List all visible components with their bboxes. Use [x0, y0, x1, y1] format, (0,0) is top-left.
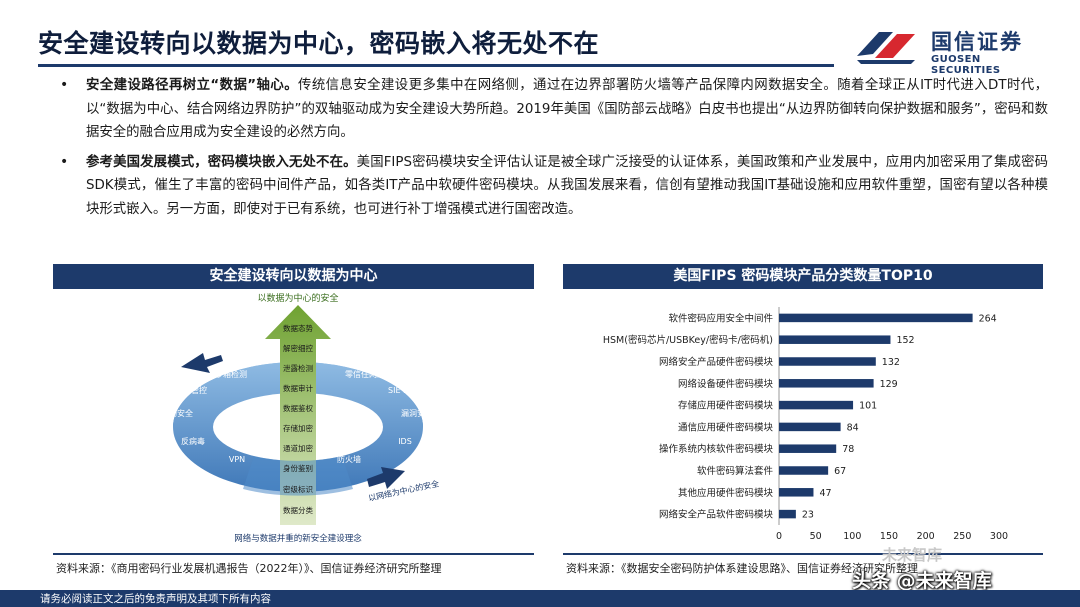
- chart-bar: [779, 379, 874, 388]
- left-source: 资料来源：《商用密码行业发展机遇报告（2022年）》、国信证券经济研究所整理: [56, 562, 442, 575]
- ring-item: IDS: [398, 437, 412, 446]
- chart-data-label: 67: [834, 466, 846, 477]
- chart-category-label: 网络设备硬件密码模块: [678, 378, 774, 390]
- right-source-rule: [563, 553, 1043, 555]
- chart-x-tick-label: 0: [776, 531, 782, 542]
- bullet-item: 安全建设路径再树立“数据”轴心。传统信息安全建设更多集中在网络侧，通过在边界部署…: [58, 74, 1048, 145]
- ring-arrow-left-icon: [181, 353, 223, 373]
- chart-data-label: 78: [842, 444, 854, 455]
- chart-data-label: 47: [819, 488, 831, 499]
- arrow-top-label: 以数据为中心的安全: [257, 292, 338, 304]
- fips-bar-chart: 软件密码应用安全中间件 264 HSM(密码芯片/USBKey/密码卡/密码机) 15…: [603, 307, 1008, 542]
- chart-category-label: 其他应用硬件密码模块: [678, 487, 774, 499]
- chart-x-tick-label: 250: [953, 531, 971, 542]
- arrow-item: 存储加密: [283, 423, 313, 433]
- chart-data-label: 23: [802, 510, 814, 521]
- left-source-rule: [53, 553, 534, 555]
- chart-category-label: 网络安全产品硬件密码模块: [659, 356, 774, 368]
- arrow-item: 数据态势: [283, 323, 313, 333]
- chart-data-label: 129: [880, 379, 898, 390]
- ring-item: 防火墙: [337, 454, 361, 464]
- chart-category-label: 网络安全产品软件密码模块: [659, 509, 774, 521]
- chart-data-label: 84: [847, 422, 859, 433]
- chart-bar: [779, 357, 876, 366]
- chart-bar: [779, 488, 814, 497]
- chart-data-label: 132: [882, 357, 900, 368]
- ring-item: 移动安全: [161, 408, 193, 418]
- arrow-item: 数据分类: [283, 505, 313, 515]
- ring-arrow-right-icon: [367, 467, 405, 489]
- arrow-item: 通道加密: [283, 443, 313, 453]
- diagram-caption: 网络与数据并重的新安全建设理念: [234, 533, 362, 544]
- right-panel-title: 美国FIPS 密码模块产品分类数量TOP10: [563, 264, 1043, 289]
- ring-item: VPN: [229, 455, 245, 464]
- chart-bar: [779, 466, 829, 475]
- chart-bar: [779, 335, 891, 344]
- chart-x-tick-label: 100: [843, 531, 861, 542]
- ring-item: 沙箱检测: [215, 369, 247, 379]
- guosen-logo-icon: [857, 32, 915, 64]
- ring-item: 漏洞安全: [401, 408, 433, 418]
- chart-bar: [779, 509, 796, 519]
- watermark-main: 头条 @未来智库: [852, 570, 992, 592]
- chart-bar: [779, 422, 841, 432]
- chart-bar: [779, 313, 973, 323]
- arrow-item: 数据审计: [283, 383, 313, 393]
- footer-disclaimer: 请务必阅读正文之后的免责声明及其项下所有内容: [40, 593, 271, 605]
- ring-item: 终端管控: [175, 385, 207, 395]
- ring-item: 零信任网络: [345, 369, 385, 379]
- arrow-item: 身份鉴别: [283, 463, 313, 473]
- chart-category-label: 软件密码算法套件: [697, 465, 774, 477]
- chart-data-label: 101: [859, 401, 877, 412]
- arrow-item: 泄露检测: [283, 363, 313, 373]
- chart-category-label: 操作系统内核软件密码模块: [659, 443, 774, 455]
- chart-x-tick-label: 150: [880, 531, 898, 542]
- bullet-lead: 安全建设路径再树立“数据”轴心。: [86, 78, 299, 93]
- chart-x-tick-label: 50: [810, 531, 822, 542]
- bullet-list: 安全建设路径再树立“数据”轴心。传统信息安全建设更多集中在网络侧，通过在边界部署…: [58, 74, 1048, 227]
- logo-text-cn: 国信证券: [931, 30, 1023, 54]
- company-logo: 国信证券 GUOSEN SECURITIES: [853, 24, 1053, 76]
- ring-front: [243, 456, 353, 496]
- chart-data-label: 264: [979, 313, 997, 324]
- left-panel-title: 安全建设转向以数据为中心: [53, 264, 534, 289]
- watermark-sub: 未来智库: [882, 546, 943, 564]
- bullet-text: 传统信息安全建设更多集中在网络侧，通过在边界部署防火墙等产品保障内网数据安全。随…: [86, 78, 1048, 140]
- ring-item: 反病毒: [181, 436, 205, 446]
- bullet-item: 参考美国发展模式，密码模块嵌入无处不在。美国FIPS密码模块安全评估认证是被全球…: [58, 151, 1048, 222]
- logo-text-en: GUOSEN SECURITIES: [931, 54, 1001, 76]
- chart-bar: [779, 400, 854, 410]
- chart-category-label: HSM(密码芯片/USBKey/密码卡/密码机): [603, 334, 773, 346]
- arrow-item: 密级标识: [283, 484, 313, 494]
- arrow-item: 解密细控: [283, 343, 313, 353]
- page-title: 安全建设转向以数据为中心，密码嵌入将无处不在: [38, 29, 600, 58]
- footer-bar: 请务必阅读正文之后的免责声明及其项下所有内容: [0, 590, 1080, 607]
- chart-x-tick-label: 300: [990, 531, 1008, 542]
- security-diagram: 以数据为中心的安全 数据态势 解密细控 泄露检测 数据审计 数据鉴权 存储加密 …: [161, 292, 440, 544]
- chart-bar: [779, 444, 837, 453]
- right-source: 资料来源：《数据安全密码防护体系建设思路》、国信证券经济研究所整理: [566, 562, 918, 575]
- chart-data-label: 152: [896, 335, 914, 346]
- chart-category-label: 软件密码应用安全中间件: [668, 312, 773, 324]
- bullet-lead: 参考美国发展模式，密码模块嵌入无处不在。: [86, 154, 357, 170]
- ring-item: SIE M: [388, 386, 410, 395]
- chart-category-label: 存储应用硬件密码模块: [678, 400, 774, 412]
- bullet-text: 美国FIPS密码模块安全评估认证是被全球广泛接受的认证体系，美国政策和产业发展中…: [86, 154, 1048, 217]
- chart-category-label: 通信应用硬件密码模块: [678, 421, 774, 433]
- arrow-item: 数据鉴权: [283, 403, 313, 413]
- title-rule: [38, 64, 834, 67]
- chart-x-tick-label: 200: [917, 531, 935, 542]
